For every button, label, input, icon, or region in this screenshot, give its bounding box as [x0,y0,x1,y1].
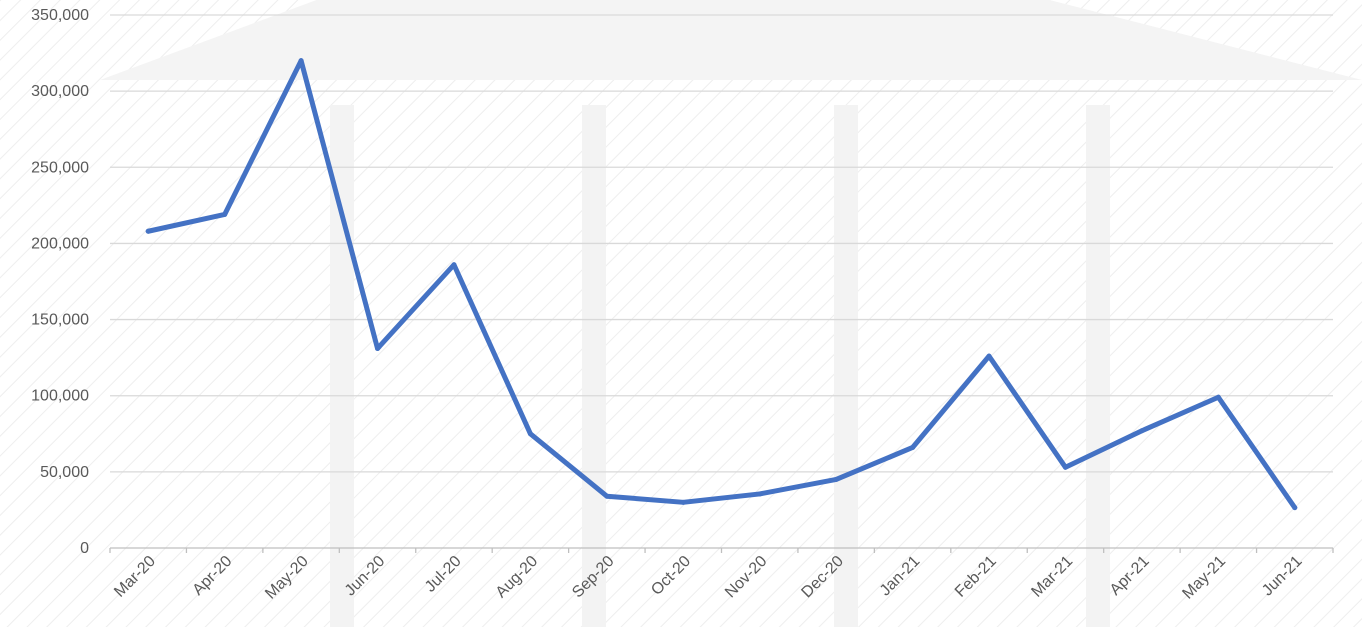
series-group [145,58,1298,511]
data-point [298,58,304,64]
watermark-column-4 [1086,105,1110,627]
y-tick-label: 300,000 [31,83,89,100]
data-point [1292,505,1298,511]
data-point [986,353,992,359]
data-point [833,476,839,482]
y-tick-label: 150,000 [31,312,89,329]
y-axis-tick-labels: 0 50,000 100,000 150,000 200,000 250,000 300,0… [31,7,89,557]
data-point [1215,394,1221,400]
series-line [145,58,1298,511]
data-point [910,444,916,450]
y-tick-label: 100,000 [31,388,89,405]
data-point [222,211,228,217]
y-tick-label: 50,000 [40,464,89,481]
gridlines [110,14,1333,473]
data-point [375,346,381,352]
data-point [527,431,533,437]
y-tick-label: 350,000 [31,7,89,24]
data-point [1062,464,1068,470]
data-point [680,499,686,505]
data-point [604,493,610,499]
x-axis [109,547,1334,553]
data-point [451,262,457,268]
y-tick-label: 200,000 [31,235,89,252]
y-tick-label: 250,000 [31,159,89,176]
data-point [1139,428,1145,434]
data-point [145,228,151,234]
watermark-column-2 [582,105,606,627]
watermark-column-3 [834,105,858,627]
y-tick-label: 0 [80,540,89,557]
watermark-roof [100,0,1362,80]
data-point [757,491,763,497]
